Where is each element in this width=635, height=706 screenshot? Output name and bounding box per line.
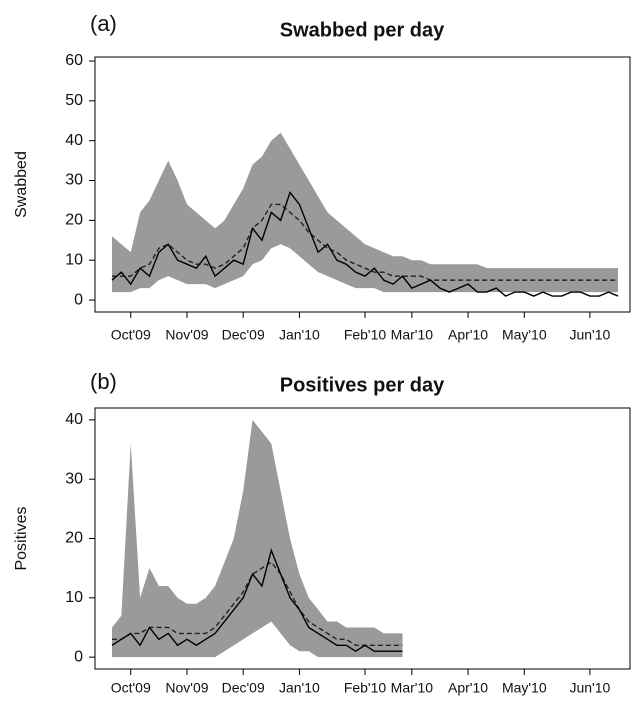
- x-tick-label: Jun'10: [569, 680, 610, 696]
- y-tick-label: 10: [65, 251, 83, 268]
- y-tick-label: 30: [65, 172, 83, 189]
- y-tick-label: 40: [65, 132, 83, 149]
- chart-title: Positives per day: [280, 374, 445, 396]
- y-tick-label: 30: [65, 470, 83, 487]
- x-tick-label: Feb'10: [344, 327, 387, 343]
- y-axis-label: Swabbed: [13, 151, 30, 218]
- x-tick-label: Feb'10: [344, 680, 387, 696]
- x-tick-label: Dec'09: [222, 327, 265, 343]
- y-tick-label: 0: [74, 291, 83, 308]
- x-tick-label: May'10: [502, 327, 547, 343]
- panel-label: (a): [90, 11, 117, 36]
- x-tick-label: Jan'10: [279, 327, 320, 343]
- x-tick-label: Jan'10: [279, 680, 320, 696]
- model-line: [112, 203, 618, 281]
- plot-frame: [94, 56, 631, 313]
- x-tick-label: Dec'09: [222, 680, 265, 696]
- y-tick-label: 40: [65, 411, 83, 428]
- y-tick-label: 20: [65, 212, 83, 229]
- x-tick-label: Oct'09: [111, 327, 151, 343]
- y-tick-label: 50: [65, 92, 83, 109]
- x-tick-label: Apr'10: [448, 327, 488, 343]
- y-tick-label: 0: [74, 648, 83, 665]
- chart-title: Swabbed per day: [280, 19, 445, 41]
- y-tick-label: 20: [65, 530, 83, 547]
- panel-label: (b): [90, 369, 117, 394]
- model-line: [112, 561, 403, 646]
- y-tick-label: 10: [65, 589, 83, 606]
- observed-line: [111, 191, 619, 297]
- observed-line: [111, 548, 403, 653]
- x-tick-label: Oct'09: [111, 680, 151, 696]
- x-tick-label: Jun'10: [569, 327, 610, 343]
- x-tick-label: Mar'10: [391, 680, 434, 696]
- x-tick-label: Apr'10: [448, 680, 488, 696]
- uncertainty-band: [112, 419, 403, 658]
- y-axis-label: Positives: [13, 506, 30, 570]
- x-tick-label: May'10: [502, 680, 547, 696]
- x-tick-label: Mar'10: [391, 327, 434, 343]
- x-tick-label: Nov'09: [165, 327, 208, 343]
- x-tick-label: Nov'09: [165, 680, 208, 696]
- y-tick-label: 60: [65, 52, 83, 69]
